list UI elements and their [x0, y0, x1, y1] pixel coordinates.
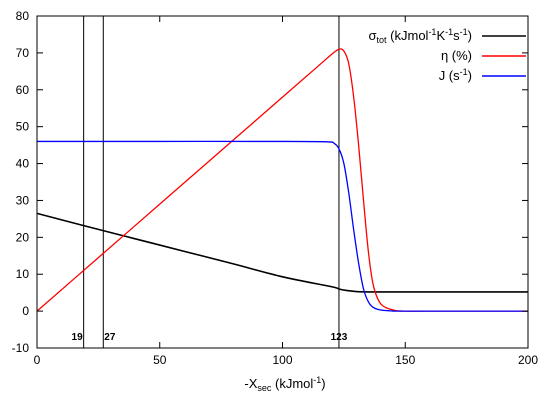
x-axis-label: -Xsec (kJmol-1): [244, 375, 325, 393]
y-tick-label: 0: [22, 304, 29, 318]
x-tick-label: 200: [518, 353, 538, 367]
y-tick-label: 10: [16, 267, 30, 281]
series-line-eta: [36, 48, 528, 312]
legend: σtot (kJmol-1K-1s-1) η (%) J (s-1): [369, 27, 526, 83]
y-tick-label: 40: [16, 157, 30, 171]
vertical-reference-lines: 19 27 123: [72, 16, 348, 348]
legend-label-eta: η (%): [441, 48, 472, 63]
x-tick-label: 0: [34, 353, 41, 367]
plot-frame: [36, 15, 529, 349]
legend-label-j: J (s-1): [439, 67, 472, 83]
y-tick-label: 60: [16, 83, 30, 97]
series-line-J: [36, 140, 529, 312]
vertical-line-label: 27: [104, 332, 116, 343]
axis-tick-labels: 0 50 100 150 200 -10 0 10 20 30 40 50 60 70 80: [12, 9, 539, 367]
y-tick-label: 20: [16, 230, 30, 244]
series-line-sigma: [36, 212, 528, 293]
vertical-line-label: 19: [72, 332, 84, 343]
axis-ticks: [36, 15, 529, 349]
x-tick-label: 50: [153, 353, 167, 367]
y-tick-label: 80: [16, 9, 30, 23]
x-tick-label: 100: [272, 353, 292, 367]
y-tick-label: -10: [12, 341, 30, 355]
y-tick-label: 30: [16, 193, 30, 207]
y-tick-label: 50: [16, 120, 30, 134]
vertical-line-label: 123: [331, 332, 348, 343]
x-tick-label: 150: [395, 353, 415, 367]
legend-label-sigma: σtot (kJmol-1K-1s-1): [369, 27, 473, 45]
series-layer: [36, 48, 529, 312]
y-tick-label: 70: [16, 46, 30, 60]
